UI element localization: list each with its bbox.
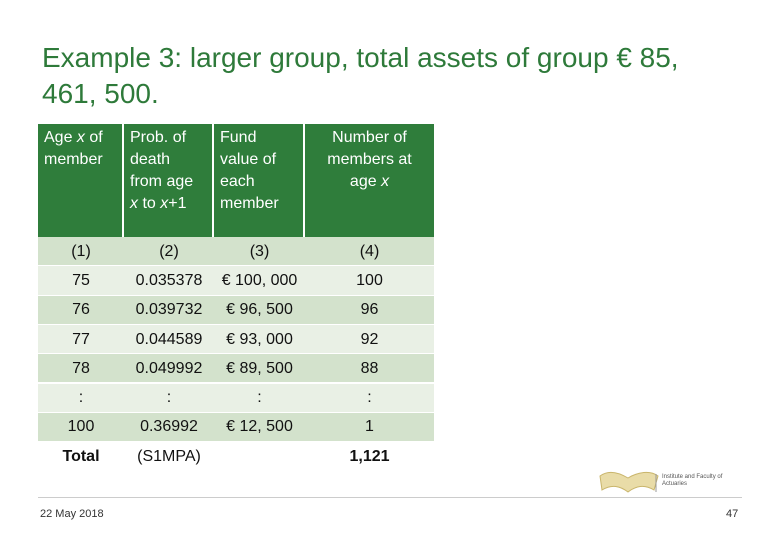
table-cell: 77 bbox=[72, 330, 90, 348]
row-bg bbox=[38, 237, 434, 266]
header-text: members at bbox=[327, 151, 412, 168]
table-cell: : bbox=[367, 389, 372, 407]
header-line: x to x+1 bbox=[130, 193, 206, 215]
page-number: 47 bbox=[726, 508, 739, 520]
header-text: death bbox=[130, 151, 171, 168]
table-cell: : bbox=[257, 389, 262, 407]
header-text: each bbox=[220, 173, 255, 190]
slide-title: Example 3: larger group, total assets of… bbox=[42, 42, 679, 109]
logo-text: Institute and Faculty of Actuaries bbox=[662, 474, 723, 487]
table-cell: € 100, 000 bbox=[221, 271, 298, 289]
table-cell: (S1MPA) bbox=[137, 447, 201, 465]
row-bg bbox=[38, 295, 434, 324]
header-cell: Prob. of death from age x to x+1 bbox=[124, 124, 212, 237]
table-cell: Total bbox=[62, 447, 100, 465]
table-cell: 100 bbox=[67, 418, 95, 436]
table-cell: 100 bbox=[356, 271, 383, 289]
table-cell: (2) bbox=[159, 242, 179, 260]
table-cell: 0.36992 bbox=[140, 418, 198, 436]
table-cell: € 89, 500 bbox=[226, 359, 293, 377]
table-cell: 0.035378 bbox=[135, 271, 203, 289]
header-text: Age bbox=[44, 129, 77, 146]
header-line: Fund bbox=[220, 127, 297, 149]
footer-date: 22 May 2018 bbox=[40, 508, 104, 520]
table-cell: 76 bbox=[72, 301, 90, 319]
table-cell: 0.049992 bbox=[135, 359, 203, 377]
row-bg bbox=[38, 442, 434, 471]
table-cell: 88 bbox=[360, 359, 379, 377]
table-cell: 0.039732 bbox=[135, 301, 203, 319]
table-cell: (1) bbox=[71, 242, 91, 260]
header-line: death bbox=[130, 149, 206, 171]
header-line: each bbox=[220, 171, 297, 193]
header-text: Fund bbox=[220, 129, 257, 146]
header-text: x bbox=[160, 195, 169, 212]
header-text: value of bbox=[220, 151, 277, 168]
header-text: x bbox=[381, 173, 390, 190]
table-cell: 78 bbox=[72, 359, 90, 377]
table-cell: 0.044589 bbox=[135, 330, 203, 348]
header-text: to bbox=[138, 195, 161, 212]
header-line: members at bbox=[311, 149, 428, 171]
header-line: Age x of bbox=[44, 127, 116, 149]
table-cell: € 96, 500 bbox=[226, 301, 293, 319]
table-cell: : bbox=[166, 389, 172, 407]
header-line: value of bbox=[220, 149, 297, 171]
header-text: from age bbox=[130, 173, 194, 190]
header-text: member bbox=[220, 195, 279, 212]
header-cell: Age x of member bbox=[38, 124, 122, 237]
logo-mark bbox=[599, 471, 659, 493]
header-line: member bbox=[44, 149, 116, 171]
header-line: member bbox=[220, 193, 297, 215]
table-cell bbox=[214, 442, 305, 471]
table-cell: (3) bbox=[249, 242, 270, 260]
header-line: Number of bbox=[311, 127, 428, 149]
table-cell: 92 bbox=[360, 330, 379, 348]
footer-rule bbox=[38, 497, 742, 498]
header-cell: Fund value of each member bbox=[214, 124, 303, 237]
header-text: x bbox=[130, 195, 138, 212]
row-bg bbox=[38, 324, 434, 354]
table-cell: 96 bbox=[360, 301, 379, 319]
header-line: from age bbox=[130, 171, 206, 193]
table-cell: 1,121 bbox=[349, 447, 390, 465]
row-bg bbox=[38, 412, 434, 442]
header-text: Prob. of bbox=[130, 129, 187, 146]
header-text: member bbox=[44, 151, 103, 168]
row-bg bbox=[38, 354, 434, 383]
header-text: of bbox=[84, 129, 103, 146]
table-cell: € 12, 500 bbox=[226, 418, 293, 436]
header-line: age x bbox=[311, 171, 428, 193]
row-bg bbox=[38, 383, 434, 412]
table-cell: 1 bbox=[365, 418, 374, 436]
table-cell: € 93, 000 bbox=[226, 330, 293, 348]
row-bg bbox=[38, 266, 434, 295]
header-cell: Number of members at age x bbox=[305, 124, 434, 237]
table-cell: : bbox=[78, 389, 84, 407]
header-text: age bbox=[349, 173, 382, 190]
header-text: +1 bbox=[168, 195, 187, 212]
table-cell: 75 bbox=[72, 271, 90, 289]
header-text: x bbox=[76, 129, 85, 146]
header-text: Number of bbox=[332, 129, 407, 146]
header-line: Prob. of bbox=[130, 127, 206, 149]
table-cell: (4) bbox=[359, 242, 380, 260]
